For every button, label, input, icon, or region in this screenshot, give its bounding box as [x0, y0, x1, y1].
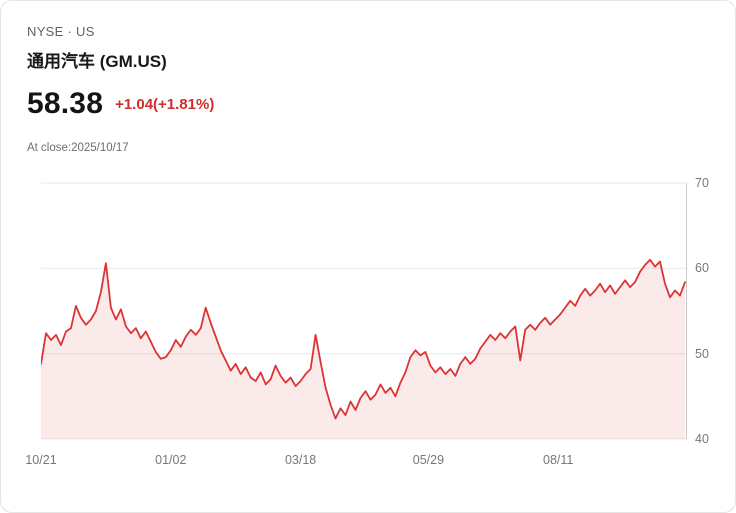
x-axis-tick-label: 10/21 [25, 453, 57, 467]
price-chart[interactable] [41, 171, 687, 447]
price-chart-svg[interactable] [41, 171, 687, 447]
y-axis-tick-label: 50 [695, 346, 709, 361]
price-change: +1.04(+1.81%) [115, 95, 215, 113]
y-axis: 70 60 50 40 [695, 171, 731, 447]
x-axis-tick-label: 05/29 [412, 453, 445, 467]
y-axis-tick-label: 70 [695, 176, 709, 190]
stock-title: 通用汽车 (GM.US) [27, 52, 167, 71]
x-axis: 10/21 01/02 03/18 05/29 08/11 [25, 453, 687, 471]
x-axis-tick-label: 08/11 [543, 453, 574, 467]
close-timestamp: At close:2025/10/17 [27, 142, 129, 154]
y-axis-tick-label: 40 [695, 432, 709, 446]
x-axis-tick-label: 01/02 [155, 453, 187, 467]
price-row: 58.38 +1.04(+1.81%) [27, 87, 214, 121]
last-price: 58.38 [27, 87, 104, 120]
x-axis-tick-label: 03/18 [284, 453, 317, 467]
y-axis-tick-label: 60 [695, 261, 709, 276]
exchange-label: NYSE · US [27, 24, 95, 39]
